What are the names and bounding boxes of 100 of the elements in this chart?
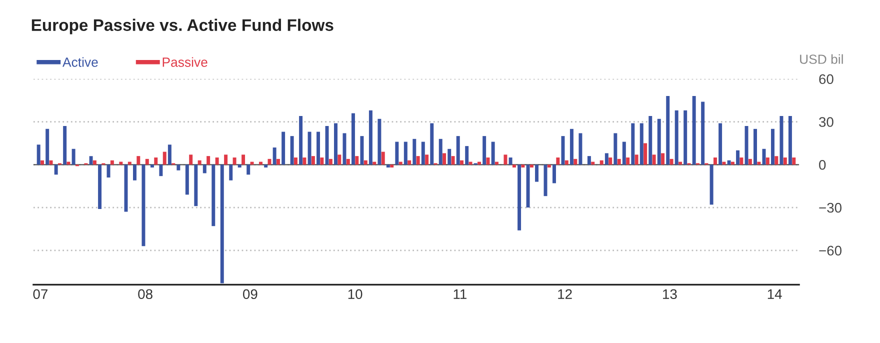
- bar: [421, 142, 425, 165]
- x-tick-label: 07: [33, 289, 48, 300]
- bar: [552, 164, 556, 184]
- bar: [416, 156, 420, 165]
- bar: [36, 144, 40, 165]
- bar: [684, 110, 688, 165]
- bar: [338, 154, 342, 165]
- bar: [395, 142, 399, 165]
- bar: [302, 157, 306, 165]
- bar: [482, 136, 486, 165]
- bar: [162, 152, 166, 165]
- bar: [578, 133, 582, 165]
- bar: [328, 158, 332, 165]
- bar: [648, 116, 652, 165]
- bar: [364, 160, 368, 165]
- bar: [198, 160, 202, 165]
- bar: [530, 164, 534, 168]
- bar: [780, 116, 784, 165]
- bar: [692, 96, 696, 165]
- bar: [272, 147, 276, 165]
- bar: [176, 164, 180, 170]
- x-tick-label: 10: [348, 289, 362, 300]
- bar: [232, 157, 236, 165]
- bar: [142, 164, 146, 246]
- bar: [766, 157, 770, 165]
- bar: [294, 157, 298, 165]
- bar: [224, 154, 228, 165]
- bar: [206, 156, 210, 165]
- bar: [608, 157, 612, 165]
- bar: [381, 152, 385, 165]
- bar: [49, 160, 53, 165]
- bar: [774, 156, 778, 165]
- y-tick-label: −30: [819, 202, 842, 213]
- bar: [644, 143, 648, 165]
- bar: [72, 148, 76, 165]
- bar: [744, 126, 748, 165]
- bar: [666, 96, 670, 165]
- bar: [521, 164, 525, 168]
- bar: [264, 164, 268, 168]
- bar: [276, 158, 280, 165]
- bar: [334, 123, 338, 165]
- bar: [622, 142, 626, 165]
- bar: [106, 164, 110, 178]
- bar: [220, 164, 224, 284]
- bar: [574, 158, 578, 165]
- bar: [342, 133, 346, 165]
- bar: [159, 164, 163, 176]
- bar: [145, 158, 149, 165]
- bar: [212, 164, 216, 226]
- y-tick-label: 30: [819, 117, 834, 127]
- x-tick-label: 08: [138, 289, 152, 300]
- bar: [701, 102, 705, 165]
- bar: [368, 110, 372, 165]
- chart-title: Europe Passive vs. Active Fund Flows: [32, 18, 334, 34]
- x-tick-label: 13: [663, 289, 677, 300]
- bar: [412, 138, 416, 165]
- bar: [63, 126, 67, 165]
- bar: [748, 158, 752, 165]
- bar: [740, 157, 744, 165]
- bar: [404, 142, 408, 165]
- y-tick-label: −60: [819, 246, 842, 256]
- bar: [150, 164, 154, 168]
- bar: [518, 164, 522, 230]
- bar: [46, 128, 50, 165]
- bar: [425, 154, 429, 165]
- bar: [360, 136, 364, 165]
- bar: [535, 164, 539, 182]
- bar: [508, 157, 512, 165]
- bar: [110, 160, 114, 165]
- bar: [54, 164, 58, 175]
- x-tick-label: 09: [243, 289, 258, 300]
- bar: [512, 164, 516, 168]
- bar: [408, 160, 412, 165]
- bar: [98, 164, 102, 209]
- bar: [504, 154, 508, 165]
- bar: [640, 123, 644, 165]
- x-tick-label: 12: [558, 289, 572, 299]
- bar: [189, 154, 193, 165]
- bar: [168, 144, 172, 165]
- bar: [491, 142, 495, 165]
- bar: [325, 126, 329, 165]
- bar: [600, 160, 604, 165]
- x-tick-label: 11: [454, 289, 466, 299]
- bar: [657, 118, 661, 165]
- bar: [89, 156, 93, 165]
- bar: [547, 164, 551, 168]
- bar: [754, 128, 757, 165]
- bar: [246, 164, 250, 175]
- bar: [299, 116, 303, 165]
- bar: [132, 164, 136, 180]
- bar: [465, 146, 469, 165]
- bar: [770, 128, 774, 165]
- bar: [448, 148, 452, 165]
- bar: [718, 123, 722, 165]
- bar: [320, 157, 324, 165]
- bar: [194, 164, 198, 206]
- bar: [451, 156, 455, 165]
- bar: [40, 160, 44, 165]
- bar: [727, 160, 731, 165]
- bar: [290, 136, 294, 165]
